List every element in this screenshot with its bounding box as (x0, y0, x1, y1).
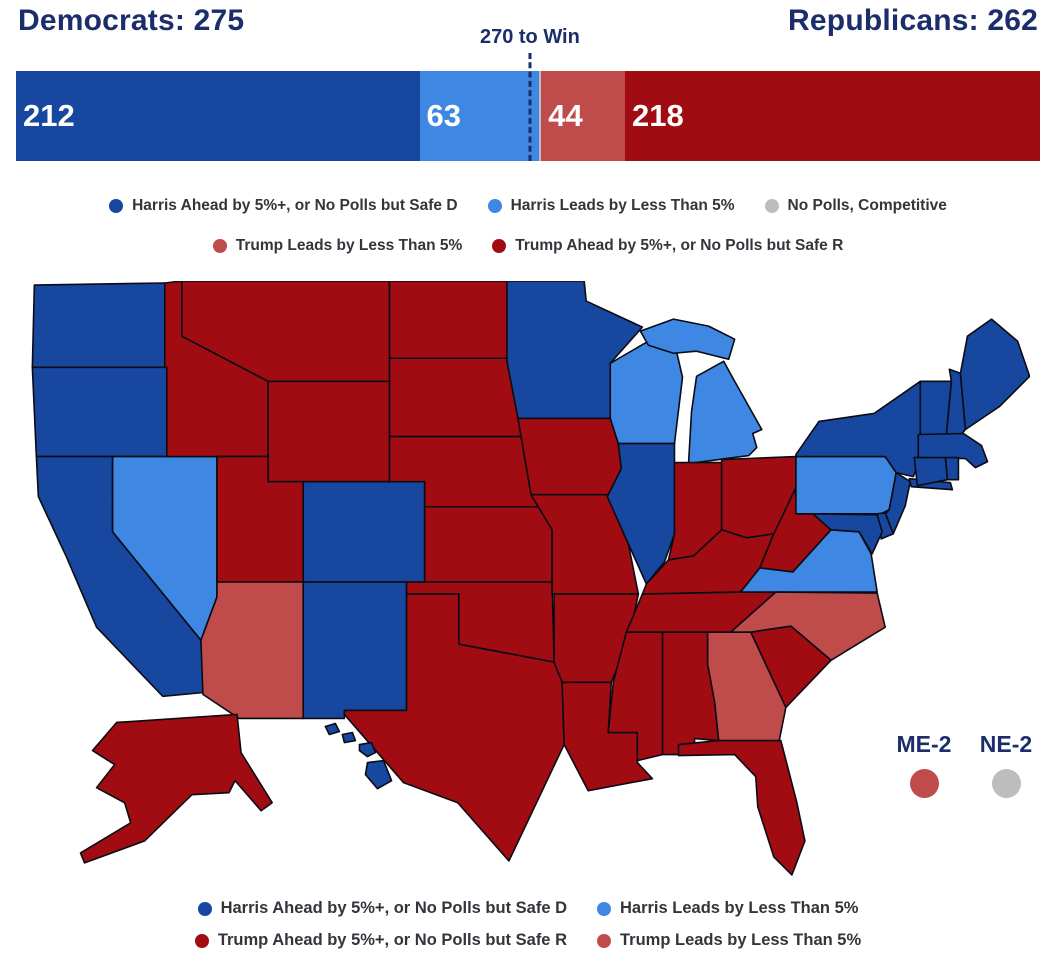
legend-item-lean_r: Trump Leads by Less Than 5% (597, 931, 861, 950)
state-nm[interactable] (302, 581, 408, 720)
state-sd[interactable] (388, 357, 527, 438)
state-wa[interactable] (31, 282, 166, 369)
270-threshold-line (528, 53, 532, 161)
legend-label: Trump Ahead by 5%+, or No Polls but Safe… (217, 931, 567, 949)
state-ms[interactable] (607, 631, 664, 762)
state-mi-upper[interactable] (639, 318, 736, 361)
state-hi-maui[interactable] (358, 741, 377, 758)
state-tx[interactable] (343, 593, 565, 862)
legend-dot-safe_d (109, 199, 124, 213)
legend-label: Harris Ahead by 5%+, or No Polls but Saf… (220, 899, 567, 917)
bar-segment-value: 63 (426, 98, 461, 133)
to-win-label: 270 to Win (479, 26, 580, 48)
legend-item-lean_r: Trump Leads by Less Than 5% (212, 237, 463, 255)
legend-label: Trump Leads by Less Than 5% (620, 931, 862, 949)
state-ks[interactable] (423, 505, 553, 583)
bar-segment-value: 218 (632, 98, 684, 133)
bar-segment-safe_r: 218 (625, 71, 1040, 161)
legend-label: Trump Leads by Less Than 5% (235, 237, 463, 254)
district-circle-me-2[interactable] (909, 769, 939, 798)
bar-segment-lean_r: 44 (541, 71, 626, 161)
us-map (31, 281, 1030, 876)
state-wy[interactable] (267, 380, 391, 483)
legend-item-safe_d: Harris Ahead by 5%+, or No Polls but Saf… (109, 197, 458, 215)
legend-item-safe_r: Trump Ahead by 5%+, or No Polls but Safe… (194, 931, 567, 950)
legend-dot-toss_up (764, 199, 779, 213)
district-ne-2: NE-2 (978, 731, 1034, 798)
legend-row: Harris Ahead by 5%+, or No Polls but Saf… (0, 899, 1056, 918)
legend-dot-safe_d (197, 901, 212, 916)
state-me[interactable] (959, 318, 1030, 431)
legend-row: Trump Leads by Less Than 5% Trump Ahead b… (0, 237, 1056, 255)
state-or[interactable] (31, 366, 168, 458)
bar-segment-lean_d: 63 (419, 71, 540, 161)
district-label: NE-2 (979, 731, 1033, 757)
legend-label: Harris Ahead by 5%+, or No Polls but Saf… (132, 197, 458, 214)
legend-row: Trump Ahead by 5%+, or No Polls but Safe… (0, 931, 1056, 950)
legend-label: No Polls, Competitive (787, 197, 947, 214)
legend-dot-lean_d (597, 901, 611, 916)
district-badges: ME-2 NE-2 (896, 731, 1034, 798)
bar-segment-value: 212 (23, 98, 75, 133)
electoral-vote-bar: 212 63 44 218 (16, 71, 1040, 161)
state-fl[interactable] (677, 739, 806, 876)
state-la[interactable] (561, 681, 654, 792)
state-ak[interactable] (79, 713, 273, 864)
state-md[interactable] (812, 512, 883, 555)
legend-dot-safe_r (194, 933, 209, 948)
legend-label: Harris Leads by Less Than 5% (620, 899, 859, 917)
district-circle-ne-2[interactable] (991, 769, 1021, 798)
legend-row: Harris Ahead by 5%+, or No Polls but Saf… (0, 197, 1056, 215)
state-pa[interactable] (795, 455, 898, 515)
state-al[interactable] (661, 631, 720, 756)
state-wi[interactable] (609, 340, 684, 445)
bar-segment-value: 44 (548, 98, 583, 133)
state-nd[interactable] (388, 281, 522, 360)
legend-dot-lean_d (487, 199, 502, 213)
legend-item-safe_r: Trump Ahead by 5%+, or No Polls but Safe… (492, 237, 843, 255)
district-label: ME-2 (896, 731, 952, 757)
state-co[interactable] (302, 480, 426, 583)
state-mi-lower[interactable] (687, 360, 763, 465)
summary-bar-zone: Democrats: 275 Republicans: 262 270 to W… (16, 0, 1040, 161)
state-hi-kauai[interactable] (324, 722, 341, 736)
legend-dot-lean_r (597, 933, 611, 948)
legend-item-lean_d: Harris Leads by Less Than 5% (487, 197, 735, 215)
state-az[interactable] (200, 581, 305, 720)
democrats-total: Democrats: 275 (18, 4, 245, 37)
district-me-2: ME-2 (896, 731, 952, 798)
bar-segment-safe_d: 212 (16, 71, 420, 161)
legend-bottom: Harris Ahead by 5%+, or No Polls but Saf… (0, 899, 1056, 950)
state-hi-big-island[interactable] (364, 759, 393, 790)
republicans-total: Republicans: 262 (788, 4, 1038, 37)
bar-segment-toss_up (539, 71, 542, 161)
legend-item-safe_d: Harris Ahead by 5%+, or No Polls but Saf… (197, 899, 567, 918)
legend-top: Harris Ahead by 5%+, or No Polls but Saf… (0, 197, 1056, 255)
legend-dot-safe_r (492, 239, 507, 253)
legend-label: Harris Leads by Less Than 5% (510, 197, 735, 214)
electoral-college-page: Democrats: 275 Republicans: 262 270 to W… (0, 0, 1056, 950)
legend-item-toss_up: No Polls, Competitive (764, 197, 947, 215)
map-zone: ME-2 NE-2 (0, 281, 1056, 895)
state-ct[interactable] (913, 456, 949, 487)
legend-label: Trump Ahead by 5%+, or No Polls but Safe… (515, 237, 844, 254)
legend-dot-lean_r (212, 239, 227, 253)
state-ia[interactable] (517, 417, 623, 498)
state-hi-oahu[interactable] (341, 731, 357, 744)
legend-item-lean_d: Harris Leads by Less Than 5% (597, 899, 858, 918)
